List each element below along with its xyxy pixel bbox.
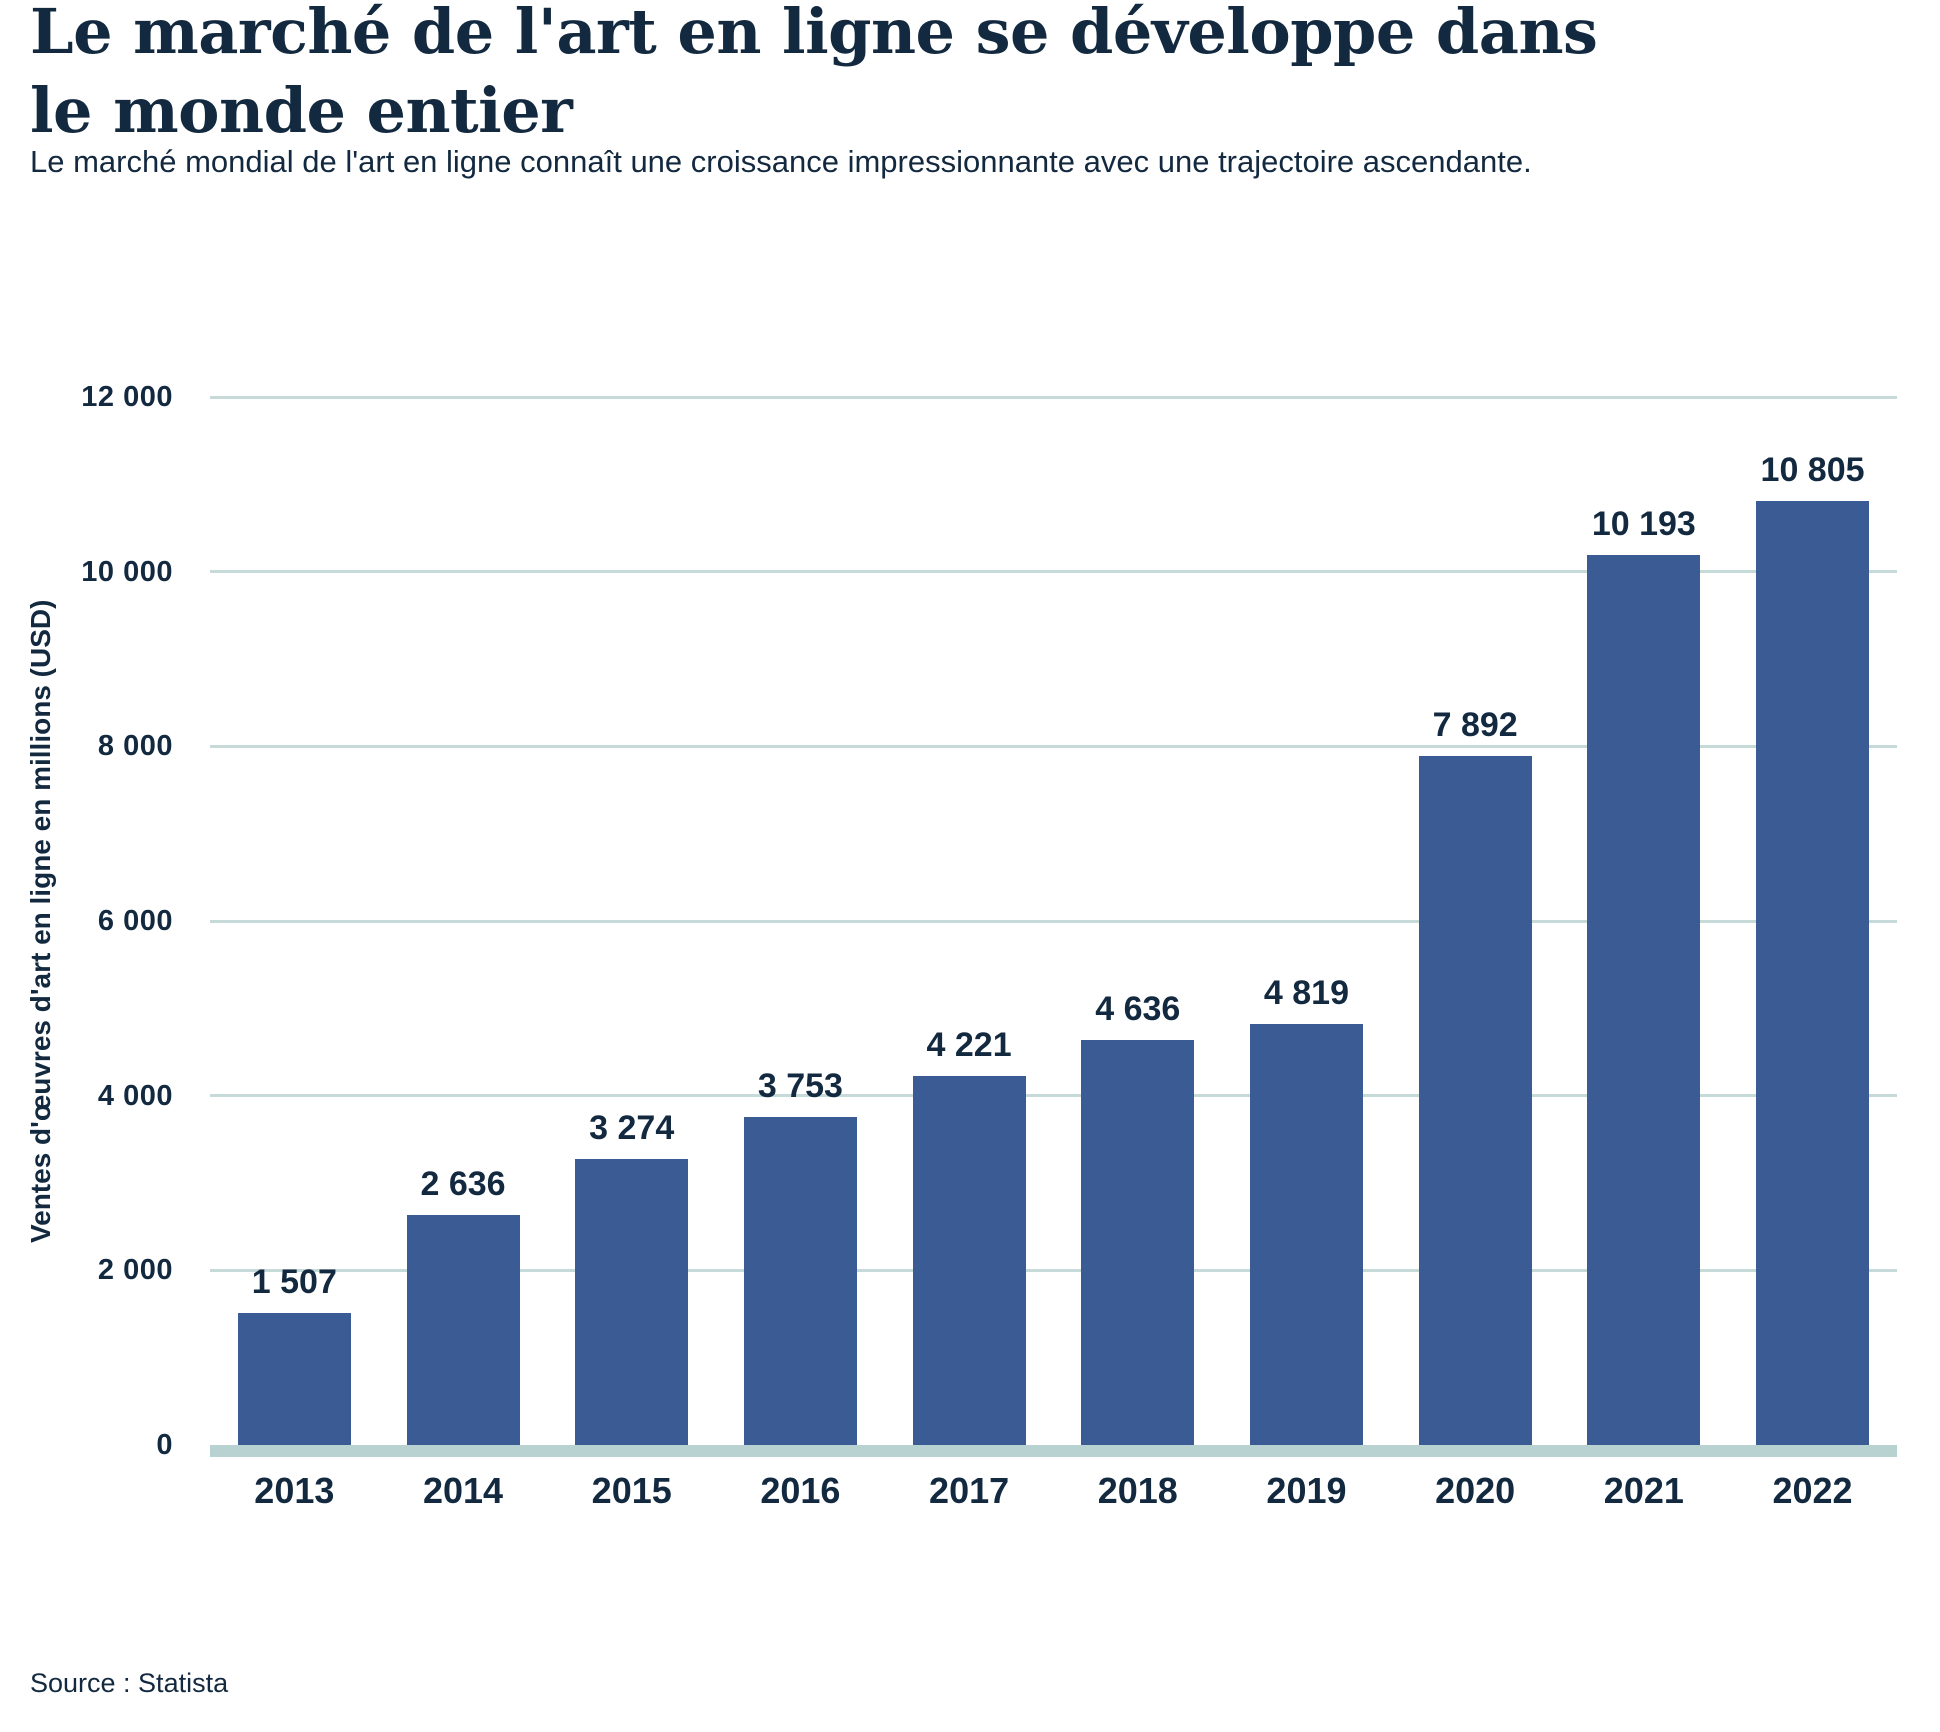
gridline <box>210 1094 1897 1098</box>
x-tick-label: 2014 <box>422 1470 504 1511</box>
bar-2022 <box>1756 501 1870 1445</box>
page-subtitle: Le marché mondial de l'art en ligne conn… <box>30 144 1532 179</box>
bars-layer: 1 507 2 636 3 274 3 753 4 221 4 636 4 819 7 892… <box>210 397 1897 1445</box>
source-note: Source : Statista <box>30 1668 229 1698</box>
bar-slot: 10 805 <box>1729 397 1897 1445</box>
y-tick-label: 10 000 <box>81 555 173 588</box>
bar-2017 <box>912 1076 1026 1445</box>
x-axis-tick-labels: 2013 2014 2015 2016 2017 2018 2019 2020 2021 2022 <box>210 1471 1897 1515</box>
y-tick-label: 0 <box>156 1429 173 1461</box>
y-tick-label: 12 000 <box>81 381 173 413</box>
x-tick-label: 2015 <box>591 1470 672 1511</box>
x-tick-label: 2016 <box>760 1470 841 1511</box>
gridline <box>210 744 1897 748</box>
x-tick-label: 2022 <box>1772 1470 1853 1511</box>
x-tick-label: 2018 <box>1097 1470 1178 1511</box>
bar-value-label: 10 805 <box>1760 451 1865 490</box>
y-tick-label: 4 000 <box>97 1079 173 1112</box>
bar-2015 <box>575 1159 689 1445</box>
bar-value-label: 3 753 <box>757 1067 843 1106</box>
bar-slot: 1 507 <box>210 397 378 1445</box>
gridline <box>210 570 1897 574</box>
bar-value-label: 4 636 <box>1095 990 1181 1029</box>
gridline <box>210 1268 1897 1272</box>
bar-slot: 3 274 <box>548 397 716 1445</box>
bar-2018 <box>1081 1040 1195 1445</box>
y-tick-label: 8 000 <box>97 730 173 763</box>
gridline <box>210 919 1897 923</box>
x-tick-label: 2017 <box>929 1470 1010 1511</box>
gridlines-layer <box>210 395 1897 1445</box>
bar-value-label: 2 636 <box>420 1164 506 1203</box>
bar-slot: 4 819 <box>1222 397 1390 1445</box>
bar-value-label: 4 819 <box>1263 974 1350 1013</box>
bar-value-label: 1 507 <box>251 1263 337 1302</box>
bar-2013 <box>237 1313 351 1445</box>
bar-slot: 10 193 <box>1560 397 1728 1445</box>
page-title: Le marché de l'art en ligne se développe… <box>30 0 1598 148</box>
bar-slot: 4 221 <box>885 397 1053 1445</box>
x-axis-baseline <box>210 1445 1897 1457</box>
bar-2016 <box>743 1117 857 1445</box>
bar-value-label: 4 221 <box>926 1026 1012 1065</box>
x-tick-label: 2021 <box>1603 1470 1684 1511</box>
gridline <box>210 395 1897 399</box>
bar-slot: 7 892 <box>1391 397 1559 1445</box>
x-tick-label: 2020 <box>1435 1470 1516 1511</box>
x-tick-label: 2019 <box>1266 1470 1347 1511</box>
bar-value-label: 7 892 <box>1432 705 1518 744</box>
bar-2020 <box>1418 755 1532 1445</box>
bar-2014 <box>406 1214 520 1445</box>
bar-2019 <box>1249 1024 1363 1445</box>
bar-2021 <box>1587 554 1701 1445</box>
bar-value-label: 3 274 <box>589 1109 675 1148</box>
y-tick-label: 2 000 <box>97 1254 173 1287</box>
bar-slot: 4 636 <box>1054 397 1222 1445</box>
y-axis-tick-labels: 0 2 000 4 000 6 000 8 000 10 000 12 000 <box>0 382 173 1460</box>
y-tick-label: 6 000 <box>97 905 173 937</box>
bar-slot: 3 753 <box>716 397 884 1445</box>
bar-value-label: 10 193 <box>1591 504 1696 543</box>
x-tick-label: 2013 <box>254 1470 335 1511</box>
bar-slot: 2 636 <box>379 397 547 1445</box>
